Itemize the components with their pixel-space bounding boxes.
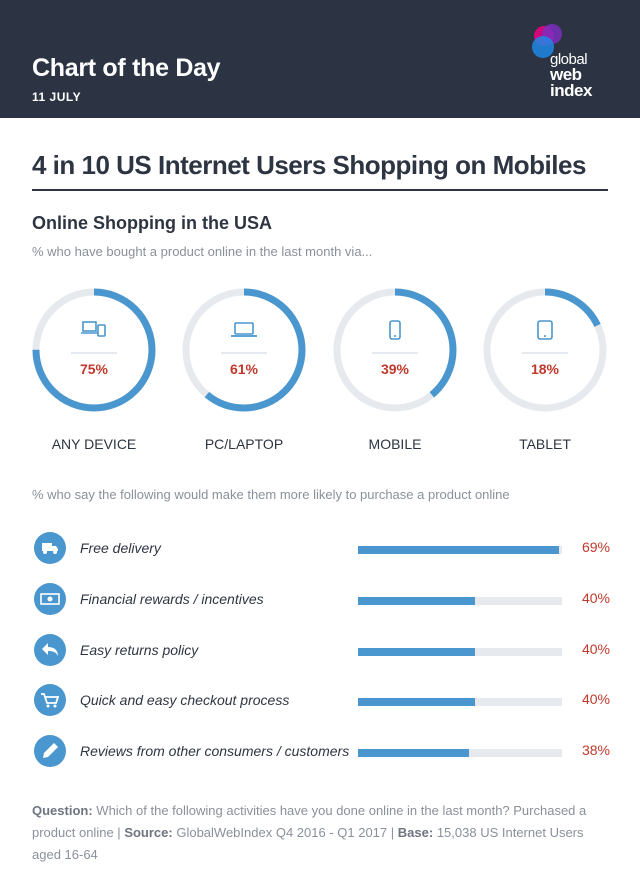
headline-divider [32,189,608,191]
bar-value-label: 40% [581,691,610,707]
bar-row: Free delivery 69% [32,532,610,566]
donut-section-title: Online Shopping in the USA [32,213,272,233]
date-label: 11 JULY [32,90,82,104]
source-label: Source: [124,825,173,840]
separator: | [390,825,395,840]
bar-row: Quick and easy checkout process 40% [32,684,610,718]
donut-4: 18% [482,287,608,413]
donut-category-label: PC/LAPTOP [204,436,284,452]
bar-category-label: Free delivery [80,540,161,556]
cart-icon [41,693,60,708]
logo-line-index: index [550,81,592,100]
headline: 4 in 10 US Internet Users Shopping on Mo… [32,150,586,180]
bar-track [358,749,562,757]
donut-1: 75% [31,287,157,413]
base-label: Base: [397,825,434,840]
donut-category-label: MOBILE [368,436,422,452]
donut-arc [333,288,457,412]
header-banner: Chart of the Day 11 JULY global web inde… [0,0,640,118]
bar [358,698,475,706]
donut-arc [32,288,156,412]
tablet-icon [537,320,553,340]
bar-icon-badge [34,684,66,716]
donut-value-label: 61% [229,361,259,377]
globalwebindex-logo: global web index [528,22,608,104]
donut-arc [182,288,306,412]
bar [358,546,560,554]
truck-icon [42,543,58,554]
devices-icon [81,321,106,337]
bar-value-label: 40% [581,641,610,657]
bar-track [358,597,562,605]
laptop-icon [231,322,257,337]
bar-value-label: 40% [581,590,610,606]
bar-icon-badge [34,532,66,564]
bar-value-label: 38% [581,742,610,758]
logo-line-web: web [550,65,582,84]
bar-track [358,698,562,706]
bar-icon-badge [34,735,66,767]
donut-arc [483,288,607,412]
bar [358,648,475,656]
footer-note: Question: Which of the following activit… [32,800,612,866]
donut-value-label: 75% [79,361,109,377]
bar-section-subtitle: % who say the following would make them … [32,487,510,502]
source-text: GlobalWebIndex Q4 2016 - Q1 2017 [176,825,388,840]
return-arrow-icon [42,643,58,656]
base-text: 15,038 US Internet Users aged 16-64 [32,825,584,862]
bar-category-label: Financial rewards / incentives [80,591,264,607]
bar-value-label: 69% [581,539,610,555]
question-text: Which of the following activities have y… [32,803,587,840]
donut-value-label: 18% [530,361,560,377]
bar-category-label: Quick and easy checkout process [80,692,290,708]
bar-track [358,648,562,656]
bar [358,597,475,605]
bar-icon-badge [34,634,66,666]
pencil-icon [43,743,58,758]
separator: | [117,825,121,840]
bar-row: Reviews from other consumers / customers… [32,735,610,769]
bar [358,749,469,757]
donut-section-subtitle: % who have bought a product online in th… [32,244,373,259]
logo-line-global: global [550,51,588,68]
cash-icon [40,593,60,605]
bar-category-label: Easy returns policy [80,642,199,658]
donut-category-label: ANY DEVICE [51,436,137,452]
donut-2: 61% [181,287,307,413]
chart-of-the-day-title: Chart of the Day [32,54,221,82]
bar-row: Easy returns policy 40% [32,634,610,668]
bar-track [358,546,562,554]
mobile-icon [389,320,401,340]
donut-category-label: TABLET [519,436,571,452]
donut-3: 39% [332,287,458,413]
donut-value-label: 39% [380,361,410,377]
bar-icon-badge [34,583,66,615]
bar-category-label: Reviews from other consumers / customers [80,743,350,759]
bar-row: Financial rewards / incentives 40% [32,583,610,617]
question-label: Question: [32,803,93,818]
